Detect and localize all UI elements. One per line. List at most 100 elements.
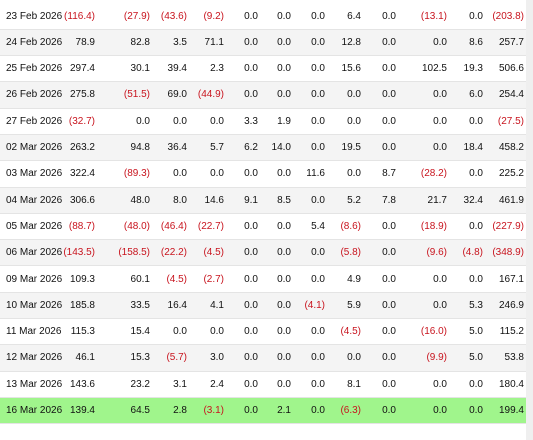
value-cell: 6.2 — [244, 142, 258, 153]
value-cell: (27.5) — [497, 115, 524, 127]
value-cell: (89.3) — [123, 168, 150, 180]
value-cell: 0.0 — [382, 115, 396, 127]
value-cell: 2.4 — [210, 378, 224, 390]
value-cell: 0.0 — [382, 142, 396, 153]
value-cell: 5.9 — [347, 299, 361, 311]
value-cell: 53.8 — [504, 352, 524, 364]
table-row[interactable]: 11 Mar 2026 115.3 15.4 0.0 0.0 0.0 0.0 0.0 (4.5)… — [0, 319, 526, 346]
table-row[interactable]: 10 Mar 2026 185.8 33.5 16.4 4.1 0.0 0.0 (4.1) 5.… — [0, 292, 526, 320]
value-cell: (203.8) — [492, 10, 524, 22]
table-row[interactable]: 16 Mar 2026 139.4 64.5 2.8 (3.1) 0.0 2.1 0.0 (6.… — [0, 398, 526, 425]
value-cell: 5.0 — [469, 352, 483, 364]
table-row[interactable]: 03 Mar 2026 322.4 (89.3) 0.0 0.0 0.0 0.0 11.6 0.… — [0, 161, 526, 188]
value-cell: 0.0 — [382, 10, 396, 22]
value-cell: 5.4 — [311, 220, 325, 232]
value-cell: 0.0 — [311, 63, 325, 75]
value-cell: 263.2 — [69, 142, 95, 153]
value-cell: 0.0 — [469, 378, 483, 390]
vertical-scrollbar[interactable] — [526, 0, 533, 440]
value-cell: 461.9 — [498, 194, 524, 206]
table-row[interactable]: 24 Feb 2026 78.9 82.8 3.5 71.1 0.0 0.0 0.0 12.8 0… — [0, 29, 526, 57]
value-cell: 71.1 — [204, 36, 224, 48]
value-cell: 246.9 — [498, 299, 524, 311]
value-cell: 11.6 — [306, 168, 325, 180]
value-cell: 8.6 — [469, 36, 483, 48]
value-cell: 78.9 — [75, 36, 95, 48]
value-cell: 4.9 — [347, 273, 361, 285]
date-cell: 11 Mar 2026 — [6, 326, 62, 338]
table-row[interactable]: 13 Mar 2026 143.6 23.2 3.1 2.4 0.0 0.0 0.0 8.1 0.… — [0, 372, 526, 398]
value-cell: 0.0 — [311, 405, 325, 416]
value-cell: 7.8 — [382, 194, 396, 206]
value-cell: 14.0 — [271, 142, 291, 153]
value-cell: (48.0) — [123, 220, 150, 232]
value-cell: 0.0 — [469, 220, 483, 232]
table-row[interactable]: 26 Feb 2026 275.8 (51.5) 69.0 (44.9) 0.0 0.0 0.… — [0, 82, 526, 109]
value-cell: 0.0 — [433, 36, 447, 48]
value-cell: (158.5) — [118, 247, 150, 259]
table-row[interactable]: 06 Mar 2026 (143.5) (158.5) (22.2) (4.5) 0.0 0… — [0, 240, 526, 267]
table-row[interactable]: 23 Feb 2026 (116.4) (27.9) (43.6) (9.2) 0.0 0.… — [0, 4, 526, 30]
value-cell: (28.2) — [420, 168, 447, 180]
value-cell: 0.0 — [210, 168, 224, 180]
date-cell: 23 Feb 2026 — [6, 10, 63, 22]
value-cell: (9.2) — [203, 10, 224, 22]
date-cell: 12 Mar 2026 — [6, 352, 63, 364]
table-row[interactable]: 05 Mar 2026 (88.7) (48.0) (46.4) (22.7) 0.0 0.… — [0, 214, 526, 241]
value-cell: 0.0 — [136, 115, 150, 127]
value-cell: 60.1 — [130, 273, 150, 285]
table-row[interactable]: 27 Feb 2026 (32.7) 0.0 0.0 0.0 3.3 1.9 0.0 0.0 0.… — [0, 109, 526, 135]
value-cell: 0.0 — [382, 405, 396, 416]
value-cell: 8.7 — [382, 168, 396, 180]
value-cell: 0.0 — [433, 89, 447, 101]
value-cell: (4.5) — [340, 326, 361, 338]
value-cell: 0.0 — [210, 326, 224, 338]
value-cell: (27.9) — [123, 10, 150, 22]
value-cell: 115.3 — [70, 326, 95, 338]
value-cell: 0.0 — [347, 89, 361, 101]
table-row[interactable]: 25 Feb 2026 297.4 30.1 39.4 2.3 0.0 0.0 0.0 15.6… — [0, 56, 526, 83]
value-cell: 8.0 — [173, 194, 187, 206]
value-cell: 0.0 — [311, 36, 325, 48]
value-cell: 0.0 — [244, 10, 258, 22]
value-cell: 0.0 — [469, 168, 483, 180]
value-cell: 0.0 — [277, 378, 291, 390]
value-cell: 0.0 — [311, 326, 325, 338]
table-row[interactable]: 12 Mar 2026 46.1 15.3 (5.7) 3.0 0.0 0.0 0.0 0.0 0… — [0, 345, 526, 372]
value-cell: 18.4 — [463, 142, 483, 153]
value-cell: 5.0 — [469, 326, 483, 338]
value-cell: 0.0 — [382, 273, 396, 285]
value-cell: 0.0 — [469, 405, 483, 416]
table-row[interactable]: 09 Mar 2026 109.3 60.1 (4.5) (2.7) 0.0 0.0 0.0 4… — [0, 267, 526, 293]
value-cell: 297.4 — [69, 63, 95, 75]
value-cell: 32.4 — [463, 194, 483, 206]
value-cell: 15.3 — [130, 352, 150, 364]
date-cell: 03 Mar 2026 — [6, 168, 63, 180]
value-cell: 82.8 — [130, 36, 150, 48]
table-row[interactable]: 02 Mar 2026 263.2 94.8 36.4 5.7 6.2 14.0 0.0 19.… — [0, 135, 526, 162]
value-cell: (88.7) — [68, 220, 95, 232]
value-cell: 0.0 — [311, 352, 325, 364]
value-cell: 275.8 — [69, 89, 95, 101]
date-cell: 26 Feb 2026 — [6, 89, 63, 101]
value-cell: 30.1 — [130, 63, 150, 75]
value-cell: 180.4 — [498, 378, 524, 390]
value-cell: 33.5 — [130, 299, 150, 311]
value-cell: 0.0 — [277, 247, 291, 259]
value-cell: 0.0 — [311, 10, 325, 22]
value-cell: 0.0 — [469, 273, 483, 285]
value-cell: (4.8) — [462, 247, 483, 259]
value-cell: 0.0 — [382, 36, 396, 48]
value-cell: 0.0 — [173, 115, 187, 127]
value-cell: (8.6) — [340, 220, 361, 232]
value-cell: 0.0 — [433, 115, 447, 127]
table-row[interactable]: 04 Mar 2026 306.6 48.0 8.0 14.6 9.1 8.5 0.0 5.2 7… — [0, 187, 526, 214]
value-cell: 0.0 — [277, 352, 291, 364]
value-cell: (143.5) — [63, 247, 95, 259]
date-cell: 10 Mar 2026 — [6, 299, 63, 311]
value-cell: 0.0 — [244, 405, 258, 416]
value-cell: 257.7 — [498, 36, 524, 48]
value-cell: (4.5) — [203, 247, 224, 259]
date-cell: 06 Mar 2026 — [6, 247, 63, 259]
